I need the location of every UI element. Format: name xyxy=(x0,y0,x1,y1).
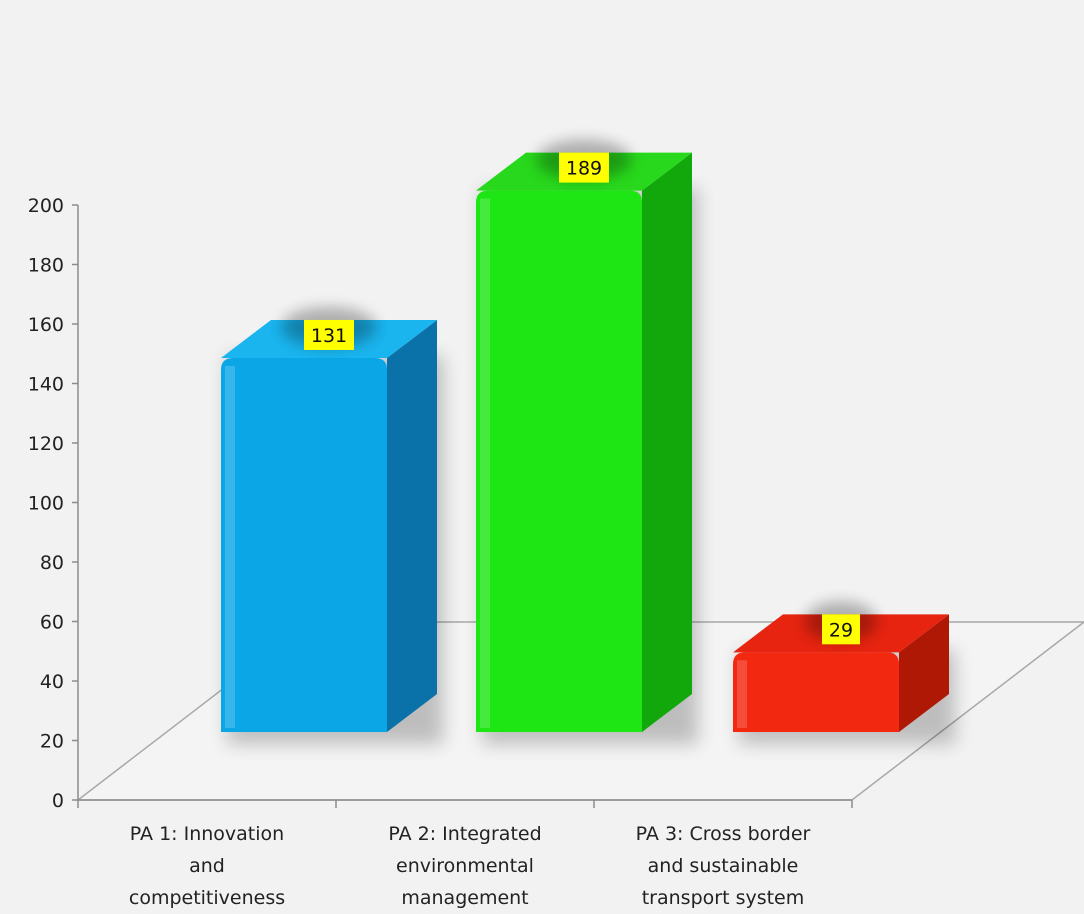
bar-front-face xyxy=(221,357,387,732)
data-label-text: 189 xyxy=(566,158,602,180)
category-label-line: environmental xyxy=(396,855,534,877)
category-label-line: transport system xyxy=(642,887,805,909)
bar-highlight xyxy=(225,365,235,728)
y-tick-label: 20 xyxy=(40,731,64,753)
data-label-1: 131 xyxy=(281,306,377,350)
category-label-line: PA 3: Cross border xyxy=(636,823,811,845)
data-label-3: 29 xyxy=(804,601,878,645)
bar-front-face xyxy=(476,190,642,732)
y-tick-labels: 0 20 40 60 80 100 120 140 160 180 200 xyxy=(28,195,78,812)
data-label-2: 189 xyxy=(536,139,632,183)
category-labels: PA 1: Innovation and competitiveness PA 2: … xyxy=(129,823,811,909)
y-tick-label: 140 xyxy=(28,374,64,396)
bars-group xyxy=(221,152,955,744)
y-tick-label: 80 xyxy=(40,552,64,574)
y-tick-label: 60 xyxy=(40,612,64,634)
category-label-line: and xyxy=(189,855,225,877)
category-label-line: and sustainable xyxy=(648,855,799,877)
data-label-text: 29 xyxy=(829,619,853,641)
category-label-2: PA 2: Integrated environmental management xyxy=(388,823,541,909)
bar-side-face xyxy=(387,319,437,732)
y-tick-label: 40 xyxy=(40,671,64,693)
bar-2 xyxy=(476,152,698,744)
bar-side-face xyxy=(642,152,692,732)
x-axis xyxy=(77,799,853,808)
y-tick-label: 200 xyxy=(28,195,64,217)
data-label-text: 131 xyxy=(311,325,347,347)
data-label-box xyxy=(304,319,354,350)
y-tick-label: 100 xyxy=(28,493,64,515)
category-label-line: management xyxy=(401,887,528,909)
y-tick-label: 180 xyxy=(28,255,64,277)
y-tick-label: 0 xyxy=(52,790,64,812)
category-label-1: PA 1: Innovation and competitiveness xyxy=(129,823,285,909)
y-tick-label: 120 xyxy=(28,433,64,455)
category-label-3: PA 3: Cross border and sustainable transpo… xyxy=(636,823,811,909)
bar-highlight xyxy=(737,660,747,728)
data-label-box xyxy=(822,614,860,645)
data-labels: 131 189 29 xyxy=(281,139,878,645)
bar-highlight xyxy=(480,198,490,728)
bar-1 xyxy=(221,319,443,744)
category-label-line: competitiveness xyxy=(129,887,285,909)
y-tick-label: 160 xyxy=(28,314,64,336)
category-label-line: PA 1: Innovation xyxy=(130,823,284,845)
data-label-box xyxy=(559,152,609,183)
bar-side-face xyxy=(899,614,949,732)
category-label-line: PA 2: Integrated xyxy=(388,823,541,845)
bar-front-face xyxy=(733,652,899,732)
